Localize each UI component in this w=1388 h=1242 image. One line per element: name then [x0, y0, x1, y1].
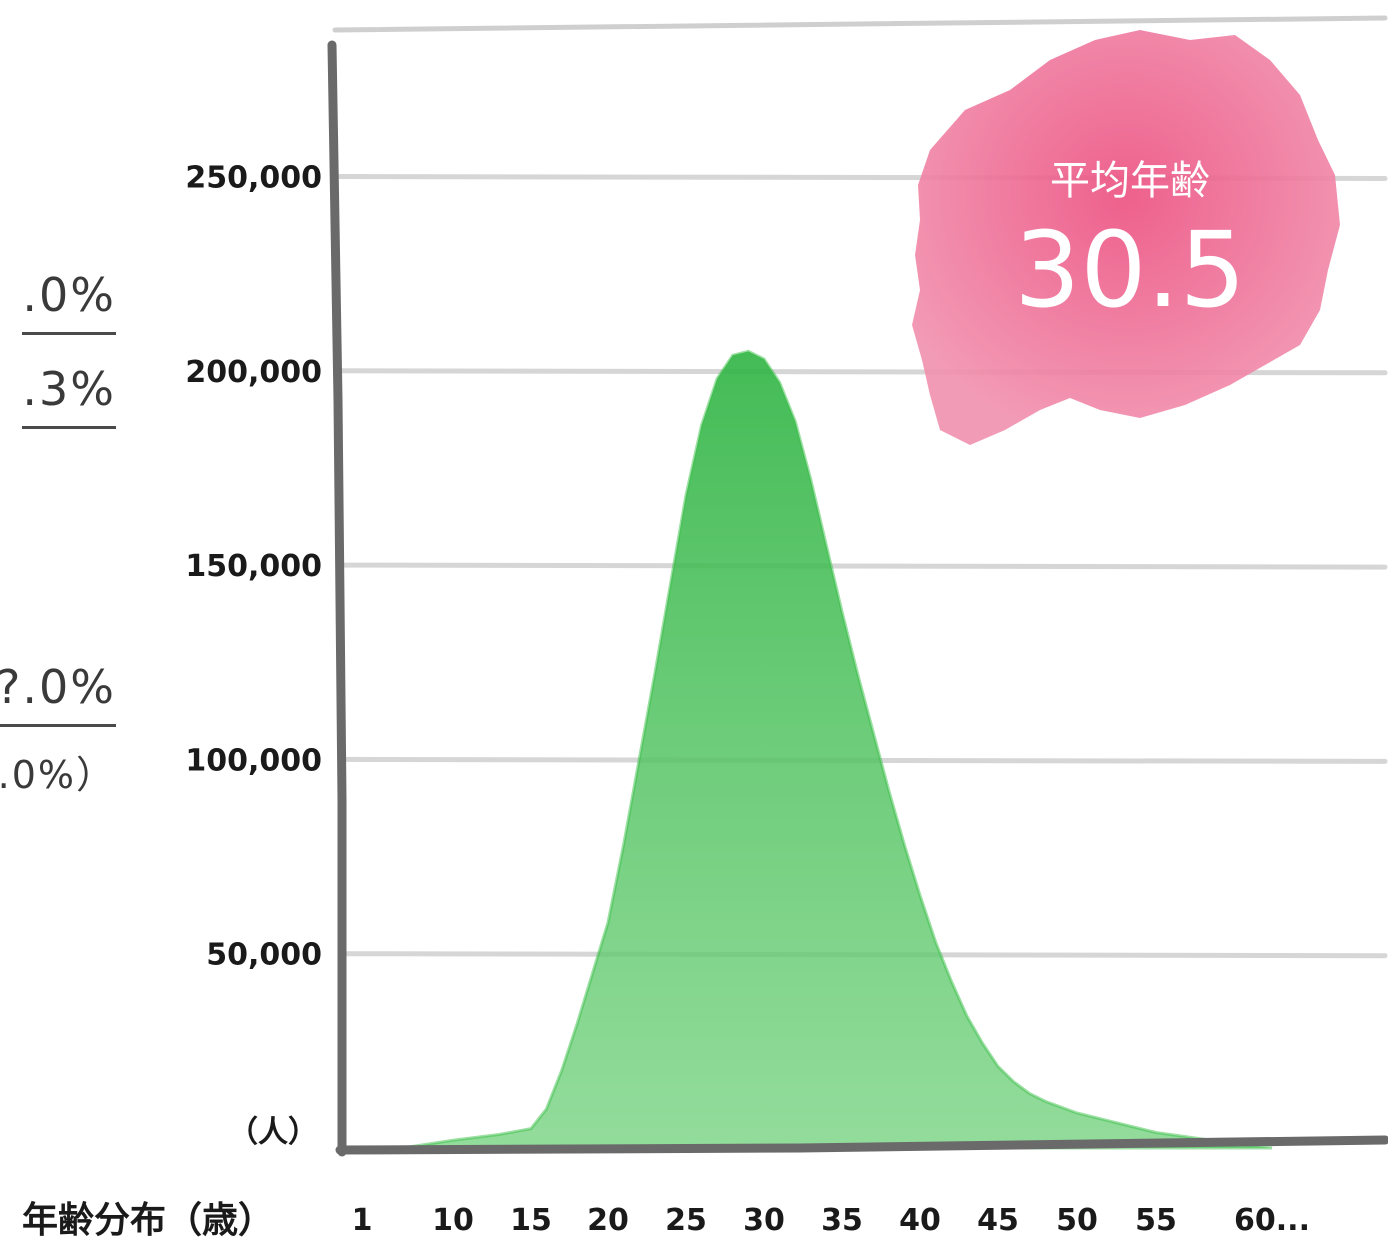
- x-tick-label-6: 35: [821, 1203, 863, 1238]
- grid-line-top: [332, 15, 1388, 33]
- x-tick-label-4: 25: [665, 1203, 707, 1238]
- x-tick-label-7: 40: [899, 1203, 941, 1238]
- y-tick-label-0: 50,000: [206, 938, 322, 973]
- y-axis-ticks: 50,000 100,000 150,000 200,000 250,000: [185, 161, 322, 973]
- badge-label: 平均年齢: [1050, 158, 1210, 204]
- side-percent-2: .3%: [22, 366, 116, 429]
- x-tick-label-5: 30: [743, 1203, 785, 1238]
- badge-value: 30.5: [1014, 209, 1246, 331]
- y-axis-line: [327, 40, 347, 1157]
- average-age-badge: 平均年齢 30.5: [912, 30, 1340, 445]
- x-tick-label-1: 10: [432, 1203, 474, 1238]
- x-tick-label-0: 1: [352, 1203, 373, 1238]
- x-axis-line: [335, 1135, 1388, 1155]
- y-tick-label-4: 250,000: [185, 161, 322, 196]
- x-tick-label-8: 45: [977, 1203, 1019, 1238]
- x-tick-label-2: 15: [510, 1203, 552, 1238]
- y-tick-label-3: 200,000: [185, 355, 322, 390]
- x-axis-title: 年齢分布（歳）: [22, 1200, 274, 1241]
- x-axis-ticks: 1 10 15 20 25 30 35 40 45 50 55 60...: [352, 1203, 1310, 1238]
- area-series: [402, 349, 1273, 1150]
- area-fill: [402, 349, 1273, 1150]
- grid-line-2: [337, 562, 1388, 570]
- x-tick-label-11: 60...: [1234, 1203, 1310, 1238]
- x-tick-label-10: 55: [1135, 1203, 1177, 1238]
- side-percent-4: 6.0%）: [0, 753, 116, 797]
- badge-blob: [912, 30, 1340, 445]
- y-tick-label-1: 100,000: [185, 743, 322, 778]
- axes: [327, 40, 1388, 1157]
- x-tick-label-3: 20: [587, 1203, 629, 1238]
- side-percent-3: ?.0%: [0, 664, 116, 727]
- side-percent-1: .0%: [22, 272, 116, 335]
- x-tick-label-9: 50: [1056, 1203, 1098, 1238]
- y-tick-label-2: 150,000: [185, 549, 322, 584]
- y-axis-unit: （人）: [228, 1115, 318, 1150]
